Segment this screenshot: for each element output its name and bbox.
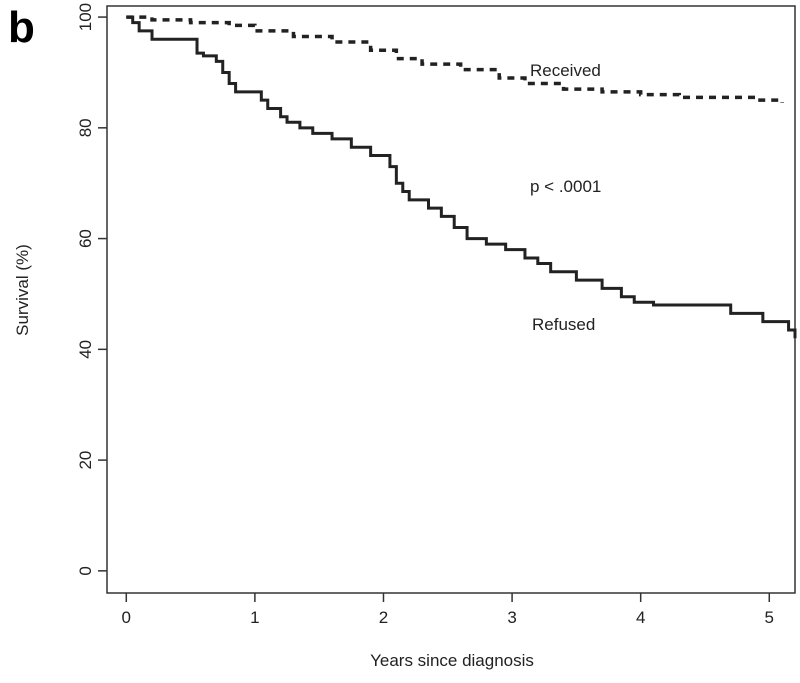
y-tick-label: 0 [76,566,95,575]
series-line-received [126,15,784,103]
x-tick-label: 2 [379,608,388,627]
x-tick-label: 3 [507,608,516,627]
y-tick-label: 40 [76,340,95,359]
series-label-received: Received [530,61,601,80]
plot-border [106,5,796,594]
plot-frame [106,5,796,594]
y-tick-label: 60 [76,229,95,248]
x-tick-label: 1 [250,608,259,627]
series-label-refused: Refused [532,315,595,334]
y-tick-label: 100 [76,3,95,31]
series-layer [126,15,797,339]
panel-label: b [8,3,35,52]
y-tick-label: 20 [76,451,95,470]
series-line-refused [126,15,797,339]
y-axis: 0 20 40 60 80 100 [76,3,107,576]
x-tick-label: 0 [122,608,131,627]
p-value-annotation: p < .0001 [530,177,601,196]
x-tick-label: 4 [636,608,645,627]
x-axis-title: Years since diagnosis [370,651,534,670]
x-tick-label: 5 [765,608,774,627]
y-tick-label: 80 [76,118,95,137]
y-axis-title: Survival (%) [13,244,32,336]
x-axis: 0 1 2 3 4 5 [122,593,774,627]
